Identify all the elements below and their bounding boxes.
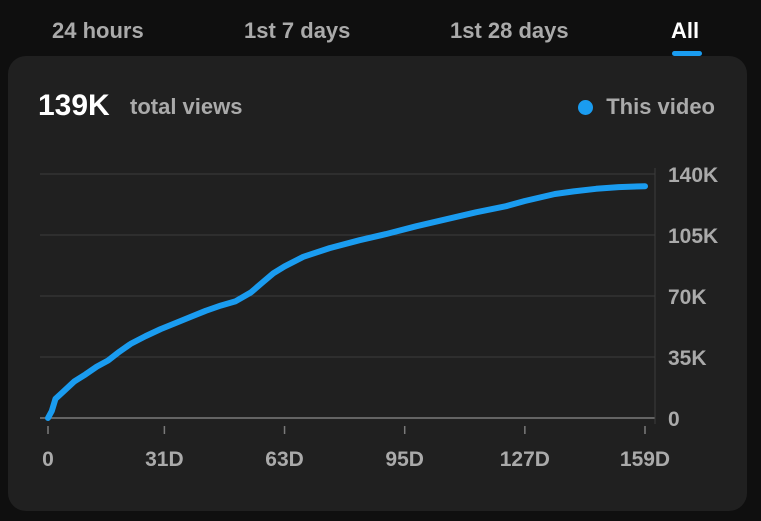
legend-label: This video [606, 94, 715, 119]
time-range-tabs: 24 hours 1st 7 days 1st 28 days All [0, 0, 761, 58]
x-tick-label: 95D [385, 448, 424, 471]
active-tab-indicator [672, 51, 702, 56]
x-tick-label: 63D [265, 448, 304, 471]
x-tick-label: 0 [42, 448, 54, 471]
total-views-value: 139K [38, 89, 110, 122]
x-tick-label: 31D [145, 448, 184, 471]
chart-legend: This video [578, 92, 715, 122]
tab-all[interactable]: All [671, 18, 700, 43]
y-tick-label: 35K [668, 347, 707, 370]
tab-24-hours[interactable]: 24 hours [52, 18, 144, 43]
tab-1st-7-days[interactable]: 1st 7 days [244, 18, 351, 43]
y-tick-label: 105K [668, 225, 718, 248]
total-views-label: total views [130, 94, 243, 119]
y-tick-label: 70K [668, 286, 707, 309]
tab-1st-28-days[interactable]: 1st 28 days [450, 18, 569, 43]
x-tick-label: 127D [500, 448, 550, 471]
x-tick-label: 159D [620, 448, 670, 471]
series-line [45, 183, 648, 421]
y-tick-label: 140K [668, 164, 718, 187]
legend-dot-icon [578, 99, 594, 115]
views-chart-card [8, 56, 747, 511]
y-tick-label: 0 [668, 408, 680, 431]
